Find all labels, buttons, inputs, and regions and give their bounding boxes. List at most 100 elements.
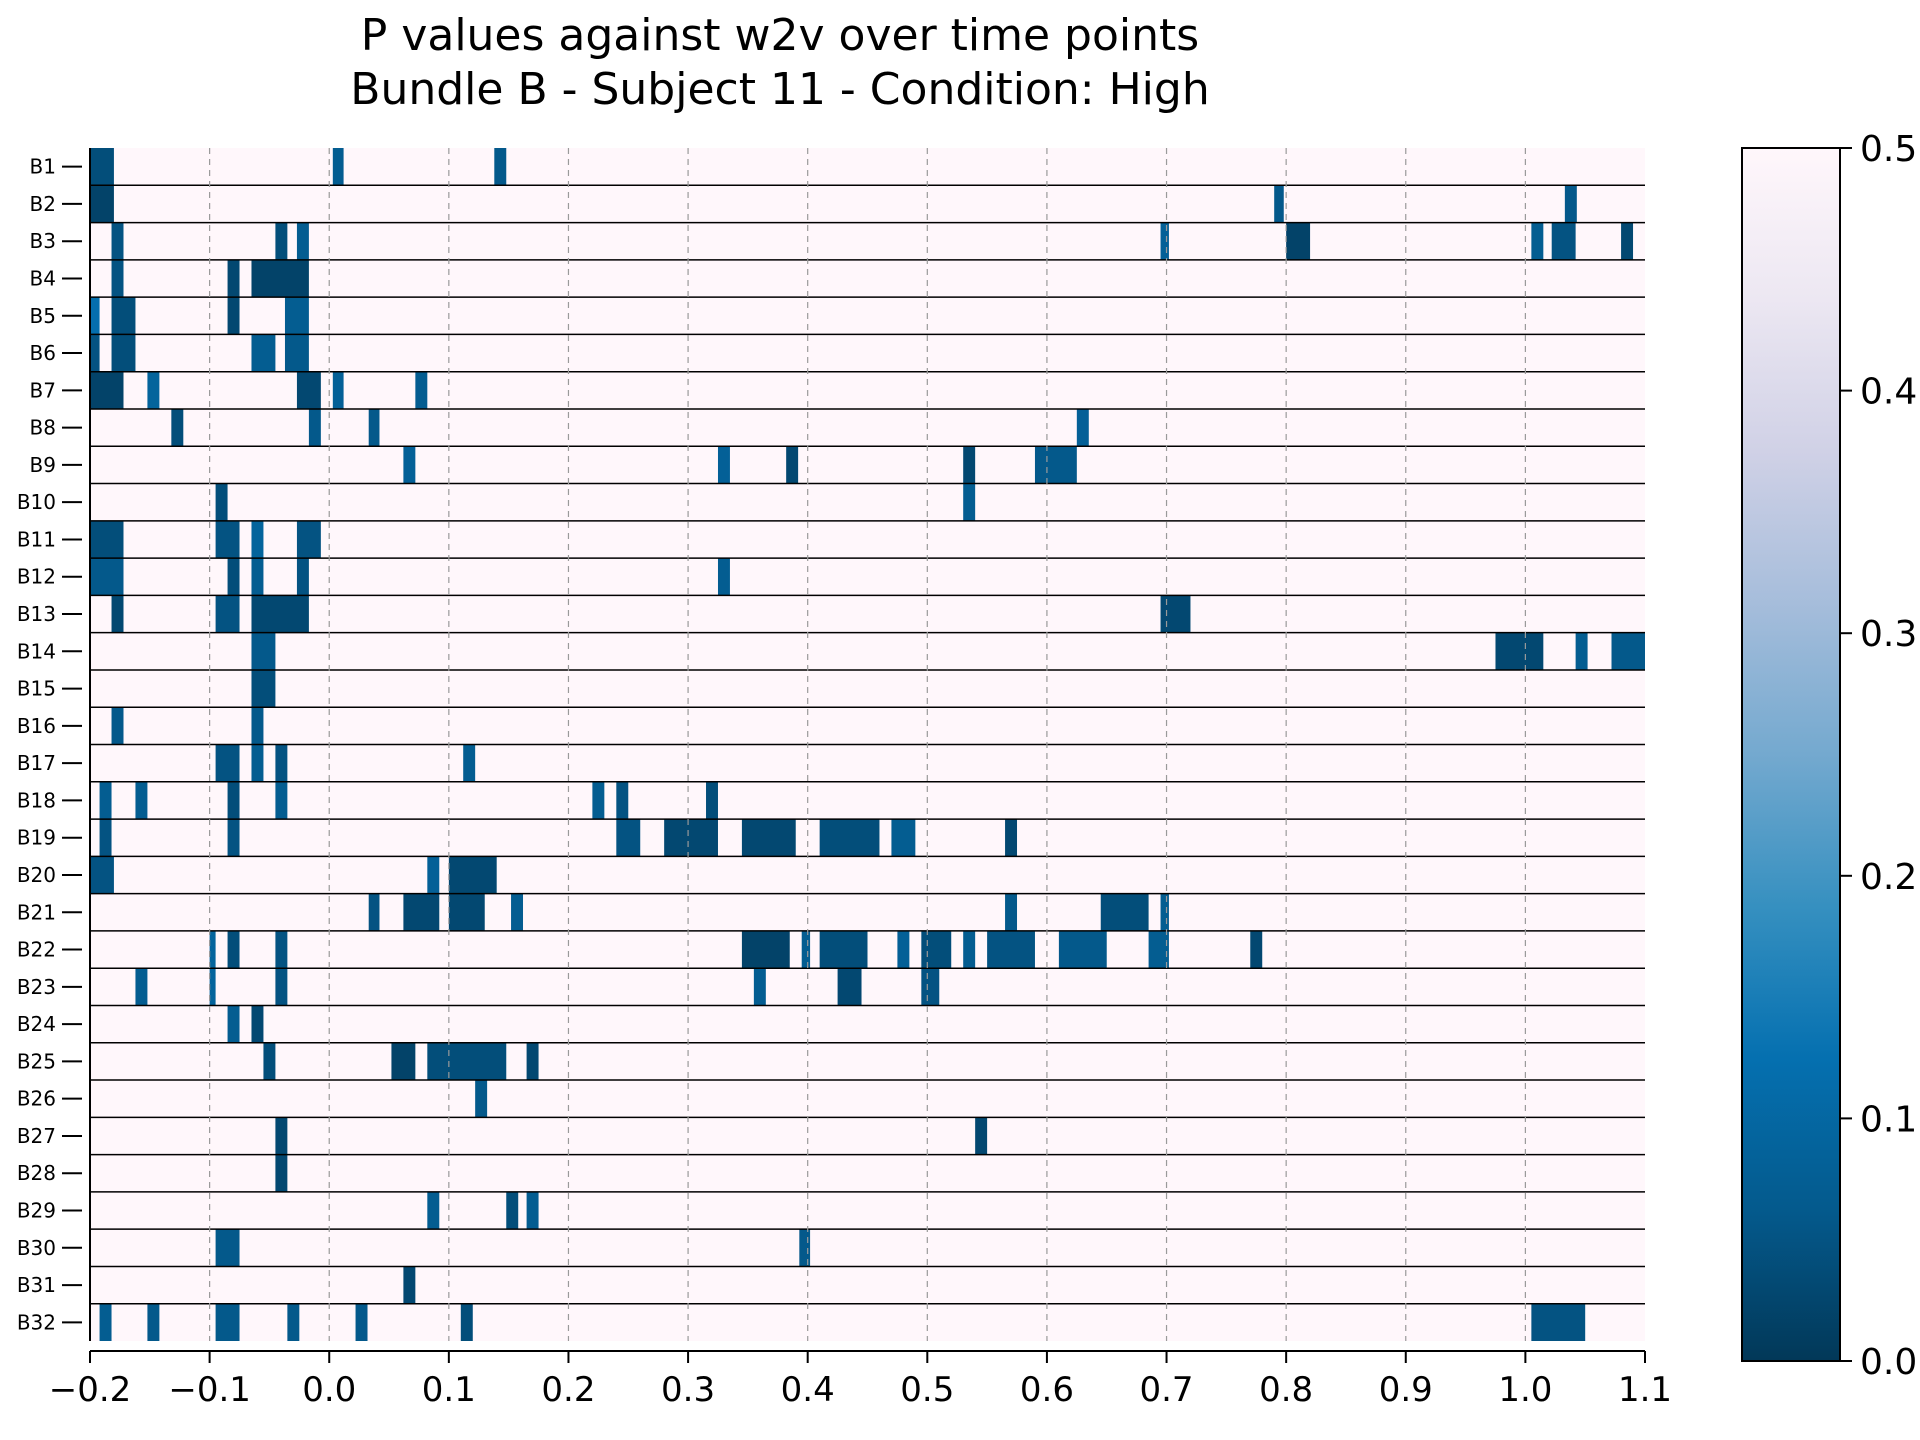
row-background-B6 bbox=[90, 334, 1645, 372]
heat-cell-B8-1 bbox=[308, 408, 321, 447]
heat-cell-B17-1 bbox=[251, 744, 264, 782]
row-background-B14 bbox=[90, 632, 1645, 670]
colorbar-tick-label: 0.1 bbox=[1860, 1099, 1917, 1140]
row-background-B2 bbox=[90, 185, 1645, 223]
row-background-B29 bbox=[90, 1191, 1645, 1230]
heat-cell-B18-5 bbox=[616, 781, 629, 820]
row-background-B12 bbox=[90, 558, 1645, 596]
row-label-B29: B29 bbox=[17, 1199, 56, 1223]
x-tick-label: −0.1 bbox=[168, 1370, 251, 1410]
heat-cell-B11-3 bbox=[296, 520, 321, 559]
heat-cell-B24-1 bbox=[251, 1005, 264, 1043]
heat-cell-B19-4 bbox=[741, 819, 796, 857]
row-label-B9: B9 bbox=[30, 453, 56, 477]
heat-cell-B3-7 bbox=[1621, 222, 1634, 260]
heat-cell-B4-1 bbox=[227, 259, 240, 298]
row-label-B23: B23 bbox=[17, 975, 56, 999]
heat-cell-B15-0 bbox=[251, 669, 276, 708]
x-axis: −0.2 −0.1 0.0 0.1 0.2 0.3 0.4 0.5 0.6 0.7 0.8 0.9 1.… bbox=[49, 1350, 1672, 1410]
row-background-B23 bbox=[90, 968, 1645, 1006]
heat-cell-B22-6 bbox=[897, 930, 910, 969]
row-label-B19: B19 bbox=[17, 826, 56, 850]
row-label-B15: B15 bbox=[17, 677, 56, 701]
row-background-B13 bbox=[90, 595, 1645, 633]
heat-cell-B17-3 bbox=[463, 744, 476, 782]
heat-cell-B12-3 bbox=[296, 558, 309, 596]
heat-cell-B18-4 bbox=[592, 781, 605, 820]
row-background-B16 bbox=[90, 707, 1645, 745]
heat-cell-B16-1 bbox=[251, 707, 264, 745]
heat-cell-B21-4 bbox=[1005, 893, 1018, 931]
heat-cell-B25-1 bbox=[391, 1042, 416, 1081]
heat-cell-B12-2 bbox=[251, 558, 264, 596]
row-label-B31: B31 bbox=[17, 1273, 56, 1297]
heat-cell-B1-0 bbox=[90, 148, 114, 186]
row-label-B2: B2 bbox=[30, 192, 56, 216]
heat-cell-B17-0 bbox=[215, 744, 240, 782]
x-tick-label: 0.0 bbox=[302, 1370, 356, 1410]
row-background-B20 bbox=[90, 856, 1645, 894]
row-label-B17: B17 bbox=[17, 751, 56, 775]
heat-cell-B7-1 bbox=[147, 371, 160, 409]
row-label-B26: B26 bbox=[17, 1087, 56, 1111]
heat-cell-B19-6 bbox=[891, 819, 916, 857]
heat-cell-B13-0 bbox=[111, 595, 124, 633]
row-label-B4: B4 bbox=[30, 266, 56, 290]
heat-cell-B30-1 bbox=[799, 1229, 811, 1267]
heat-cell-B21-2 bbox=[448, 893, 485, 931]
heat-cell-B9-2 bbox=[786, 446, 799, 484]
heat-cell-B8-2 bbox=[368, 408, 380, 447]
heat-cell-B5-3 bbox=[284, 297, 309, 335]
row-label-B7: B7 bbox=[30, 378, 56, 402]
row-label-B32: B32 bbox=[17, 1310, 56, 1334]
heat-cell-B2-0 bbox=[90, 185, 114, 223]
heat-cell-B23-2 bbox=[275, 968, 288, 1006]
heat-cell-B18-1 bbox=[135, 781, 148, 820]
row-label-B30: B30 bbox=[17, 1236, 56, 1260]
row-label-B3: B3 bbox=[30, 229, 56, 253]
heat-cell-B11-2 bbox=[251, 520, 264, 559]
x-tick-label: 0.4 bbox=[781, 1370, 835, 1410]
row-label-B11: B11 bbox=[17, 527, 56, 551]
heat-cell-B16-0 bbox=[111, 707, 124, 745]
colorbar-tick-label: 0.2 bbox=[1860, 857, 1917, 898]
heat-cell-B3-3 bbox=[1160, 222, 1169, 260]
row-label-B25: B25 bbox=[17, 1049, 56, 1073]
row-background-B31 bbox=[90, 1266, 1645, 1304]
chart-title-line2: Bundle B - Subject 11 - Condition: High bbox=[350, 64, 1209, 115]
heat-cell-B21-5 bbox=[1100, 893, 1149, 931]
heat-cell-B32-6 bbox=[1531, 1303, 1586, 1341]
row-label-B1: B1 bbox=[30, 155, 56, 179]
heat-cell-B23-1 bbox=[209, 968, 216, 1006]
x-tick-label: 0.1 bbox=[422, 1370, 476, 1410]
heat-cell-B11-0 bbox=[90, 520, 124, 559]
heat-cell-B28-0 bbox=[275, 1154, 288, 1192]
heat-cell-B26-0 bbox=[475, 1080, 488, 1118]
x-tick-label: 0.2 bbox=[541, 1370, 595, 1410]
heat-cell-B23-0 bbox=[135, 968, 148, 1006]
row-label-B28: B28 bbox=[17, 1161, 56, 1185]
chart-title-line1: P values against w2v over time points bbox=[361, 10, 1199, 61]
row-background-B18 bbox=[90, 781, 1645, 820]
x-tick-label: 0.5 bbox=[900, 1370, 954, 1410]
colorbar-tick-label: 0.0 bbox=[1860, 1342, 1917, 1383]
colorbar-tick-label: 0.3 bbox=[1860, 614, 1917, 655]
heat-cell-B1-2 bbox=[494, 148, 507, 186]
heat-cell-B17-2 bbox=[275, 744, 288, 782]
row-background-B9 bbox=[90, 446, 1645, 484]
heat-cell-B23-3 bbox=[753, 968, 766, 1006]
heat-cell-B10-0 bbox=[215, 483, 228, 521]
heat-cell-B22-10 bbox=[1058, 930, 1107, 969]
heat-cell-B8-0 bbox=[171, 408, 184, 447]
heat-cell-B22-5 bbox=[819, 930, 868, 969]
x-tick-label: 0.8 bbox=[1259, 1370, 1313, 1410]
colorbar: 0.0 0.1 0.2 0.3 0.4 0.5 bbox=[1741, 129, 1917, 1383]
heat-cell-B30-0 bbox=[215, 1229, 240, 1267]
heat-cell-B25-2 bbox=[427, 1042, 507, 1081]
heat-cell-B32-1 bbox=[147, 1303, 160, 1341]
x-tick-label: 0.3 bbox=[661, 1370, 715, 1410]
heat-cell-B23-5 bbox=[921, 968, 940, 1006]
heat-cell-B22-1 bbox=[227, 930, 240, 969]
heat-cell-B9-3 bbox=[963, 446, 976, 484]
